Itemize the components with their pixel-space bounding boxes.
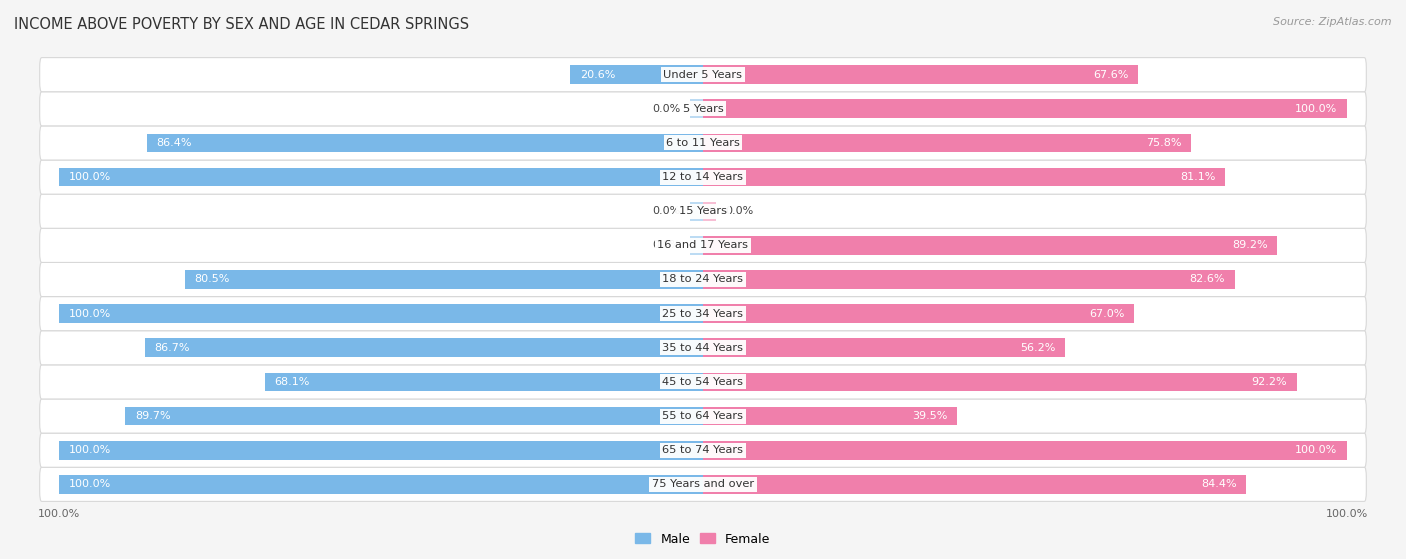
Bar bbox=[145, 338, 703, 357]
Text: 39.5%: 39.5% bbox=[912, 411, 948, 421]
Text: 12 to 14 Years: 12 to 14 Years bbox=[662, 172, 744, 182]
FancyBboxPatch shape bbox=[39, 399, 1367, 433]
Text: 56.2%: 56.2% bbox=[1019, 343, 1054, 353]
FancyBboxPatch shape bbox=[39, 365, 1367, 399]
FancyBboxPatch shape bbox=[39, 228, 1367, 262]
FancyBboxPatch shape bbox=[39, 160, 1367, 194]
FancyBboxPatch shape bbox=[39, 297, 1367, 331]
FancyBboxPatch shape bbox=[39, 58, 1367, 92]
Text: 82.6%: 82.6% bbox=[1189, 274, 1225, 285]
Bar bbox=[703, 236, 1277, 255]
Bar bbox=[703, 100, 1347, 118]
Bar bbox=[703, 441, 1347, 459]
Text: 55 to 64 Years: 55 to 64 Years bbox=[662, 411, 744, 421]
Bar bbox=[703, 270, 1234, 289]
Text: 25 to 34 Years: 25 to 34 Years bbox=[662, 309, 744, 319]
Text: 65 to 74 Years: 65 to 74 Years bbox=[662, 445, 744, 455]
Legend: Male, Female: Male, Female bbox=[630, 528, 776, 551]
Text: 35 to 44 Years: 35 to 44 Years bbox=[662, 343, 744, 353]
Bar bbox=[571, 65, 703, 84]
Bar bbox=[59, 304, 703, 323]
Bar bbox=[264, 372, 703, 391]
Text: 68.1%: 68.1% bbox=[274, 377, 309, 387]
FancyBboxPatch shape bbox=[39, 433, 1367, 467]
Bar bbox=[59, 475, 703, 494]
Text: 0.0%: 0.0% bbox=[652, 104, 681, 114]
Bar bbox=[703, 168, 1225, 187]
Text: 18 to 24 Years: 18 to 24 Years bbox=[662, 274, 744, 285]
Text: 89.7%: 89.7% bbox=[135, 411, 170, 421]
Text: 89.2%: 89.2% bbox=[1232, 240, 1268, 250]
Text: 86.4%: 86.4% bbox=[156, 138, 191, 148]
Bar bbox=[703, 372, 1296, 391]
Text: Source: ZipAtlas.com: Source: ZipAtlas.com bbox=[1274, 17, 1392, 27]
Text: 16 and 17 Years: 16 and 17 Years bbox=[658, 240, 748, 250]
FancyBboxPatch shape bbox=[39, 467, 1367, 501]
Text: 86.7%: 86.7% bbox=[155, 343, 190, 353]
Text: 67.0%: 67.0% bbox=[1090, 309, 1125, 319]
Text: 75.8%: 75.8% bbox=[1146, 138, 1181, 148]
Text: 100.0%: 100.0% bbox=[1295, 104, 1337, 114]
FancyBboxPatch shape bbox=[39, 194, 1367, 228]
Text: 100.0%: 100.0% bbox=[69, 479, 111, 489]
FancyBboxPatch shape bbox=[39, 92, 1367, 126]
Text: 92.2%: 92.2% bbox=[1251, 377, 1286, 387]
Text: 45 to 54 Years: 45 to 54 Years bbox=[662, 377, 744, 387]
Text: 20.6%: 20.6% bbox=[581, 70, 616, 80]
Bar bbox=[703, 406, 957, 425]
Bar bbox=[690, 236, 703, 255]
Text: 80.5%: 80.5% bbox=[194, 274, 229, 285]
Text: 100.0%: 100.0% bbox=[1295, 445, 1337, 455]
Text: 6 to 11 Years: 6 to 11 Years bbox=[666, 138, 740, 148]
FancyBboxPatch shape bbox=[39, 331, 1367, 365]
Bar bbox=[184, 270, 703, 289]
Bar bbox=[703, 304, 1135, 323]
Bar bbox=[59, 168, 703, 187]
Text: 0.0%: 0.0% bbox=[725, 206, 754, 216]
Bar bbox=[690, 202, 703, 221]
Text: 100.0%: 100.0% bbox=[69, 172, 111, 182]
Bar bbox=[703, 475, 1247, 494]
Text: 5 Years: 5 Years bbox=[683, 104, 723, 114]
Text: 15 Years: 15 Years bbox=[679, 206, 727, 216]
Text: Under 5 Years: Under 5 Years bbox=[664, 70, 742, 80]
Text: 84.4%: 84.4% bbox=[1201, 479, 1237, 489]
FancyBboxPatch shape bbox=[39, 126, 1367, 160]
Text: 81.1%: 81.1% bbox=[1180, 172, 1216, 182]
Text: INCOME ABOVE POVERTY BY SEX AND AGE IN CEDAR SPRINGS: INCOME ABOVE POVERTY BY SEX AND AGE IN C… bbox=[14, 17, 470, 32]
Text: 100.0%: 100.0% bbox=[69, 445, 111, 455]
Text: 0.0%: 0.0% bbox=[652, 206, 681, 216]
Bar bbox=[690, 100, 703, 118]
Bar bbox=[59, 441, 703, 459]
Bar bbox=[703, 338, 1064, 357]
Bar bbox=[125, 406, 703, 425]
Bar bbox=[703, 202, 716, 221]
Bar bbox=[703, 65, 1139, 84]
Bar bbox=[703, 134, 1191, 153]
Text: 100.0%: 100.0% bbox=[69, 309, 111, 319]
Text: 75 Years and over: 75 Years and over bbox=[652, 479, 754, 489]
Bar bbox=[146, 134, 703, 153]
FancyBboxPatch shape bbox=[39, 262, 1367, 297]
Text: 67.6%: 67.6% bbox=[1094, 70, 1129, 80]
Text: 0.0%: 0.0% bbox=[652, 240, 681, 250]
